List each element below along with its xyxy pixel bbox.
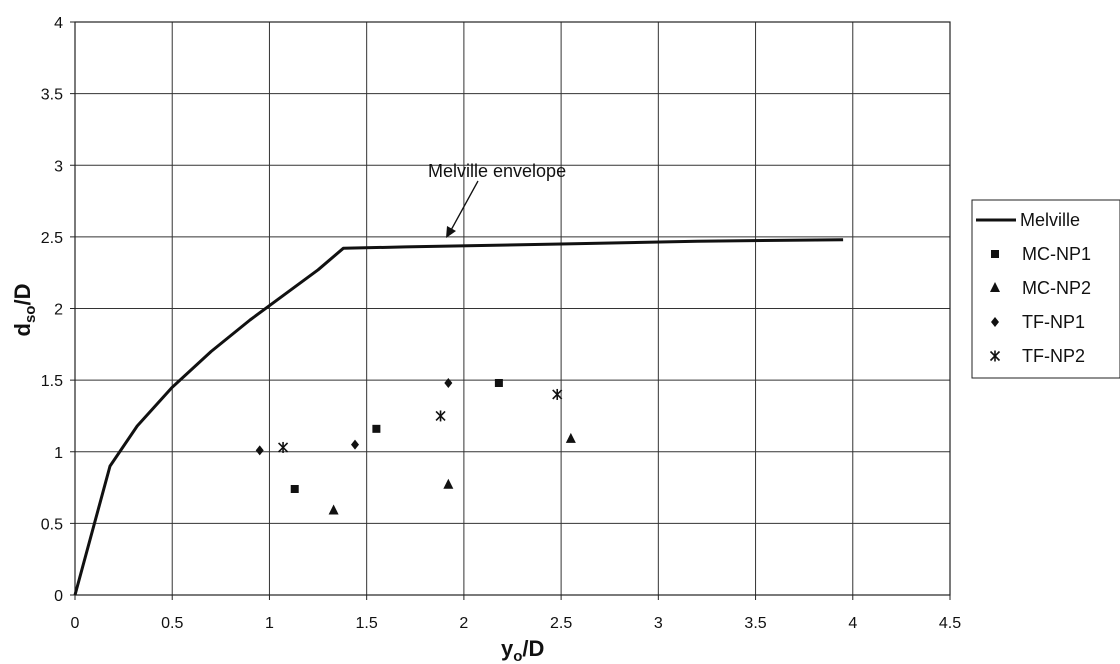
y-tick-label: 1.5 <box>41 373 63 390</box>
point-mc-np1 <box>494 378 503 387</box>
legend-label-melville: Melville <box>1020 210 1080 230</box>
series-line-melville <box>73 238 844 596</box>
legend: Melville MC-NP1 MC-NP2 TF-NP1 TF-NP2 <box>971 199 1120 379</box>
point-tf-np2 <box>552 388 563 400</box>
legend-label-mc-np1: MC-NP1 <box>1022 244 1091 264</box>
y-tick-label: 2.5 <box>41 230 63 247</box>
point-tf-np2 <box>435 410 446 422</box>
y-tick-label: 1 <box>54 445 63 462</box>
legend-swatch-mc-np1 <box>991 250 999 258</box>
y-axis-title: dso/D <box>10 284 39 337</box>
point-tf-np2 <box>277 441 289 453</box>
point-mc-np1 <box>290 484 299 493</box>
x-tick-label: 4 <box>848 615 857 632</box>
point-tf-np1 <box>444 377 453 388</box>
point-mc-np2 <box>565 432 576 443</box>
point-tf-np1 <box>255 445 264 456</box>
y-tick-label: 0 <box>54 588 63 605</box>
point-tf-np1 <box>351 439 359 450</box>
x-tick-label: 3.5 <box>744 615 766 632</box>
legend-swatch-mc-np2 <box>990 282 1000 292</box>
x-tick-label: 2 <box>459 615 468 632</box>
series-layer <box>73 238 844 596</box>
legend-label-tf-np2: TF-NP2 <box>1022 346 1085 366</box>
y-tick-label: 3 <box>54 158 63 175</box>
x-tick-label: 1 <box>265 615 274 632</box>
x-tick-label: 2.5 <box>550 615 572 632</box>
grid-lines <box>75 22 950 595</box>
legend-label-tf-np1: TF-NP1 <box>1022 312 1085 332</box>
point-mc-np1 <box>372 424 381 433</box>
annotation-text: Melville envelope <box>428 161 566 181</box>
legend-label-mc-np2: MC-NP2 <box>1022 278 1091 298</box>
x-axis-ticks: 0 0.5 1 1.5 2 2.5 3 3.5 4 4.5 <box>71 595 961 632</box>
x-tick-label: 4.5 <box>939 615 961 632</box>
y-tick-label: 2 <box>54 302 63 319</box>
annotation-arrowhead <box>446 226 456 238</box>
y-tick-label: 4 <box>54 15 63 32</box>
x-tick-label: 3 <box>654 615 663 632</box>
x-tick-label: 0 <box>71 615 80 632</box>
point-mc-np2 <box>328 504 339 515</box>
y-axis-ticks: 0 0.5 1 1.5 2 2.5 3 3.5 4 <box>41 15 75 605</box>
legend-swatch-tf-np1 <box>991 317 999 327</box>
y-tick-label: 0.5 <box>41 516 63 533</box>
y-tick-label: 3.5 <box>41 87 63 104</box>
x-tick-label: 1.5 <box>356 615 378 632</box>
point-mc-np2 <box>443 478 454 489</box>
legend-items: Melville MC-NP1 MC-NP2 TF-NP1 TF-NP2 <box>976 210 1091 366</box>
legend-swatch-tf-np2 <box>989 350 1001 362</box>
x-axis-title: yo/D <box>501 636 544 664</box>
x-tick-label: 0.5 <box>161 615 183 632</box>
annotation-arrow-line <box>449 180 479 233</box>
